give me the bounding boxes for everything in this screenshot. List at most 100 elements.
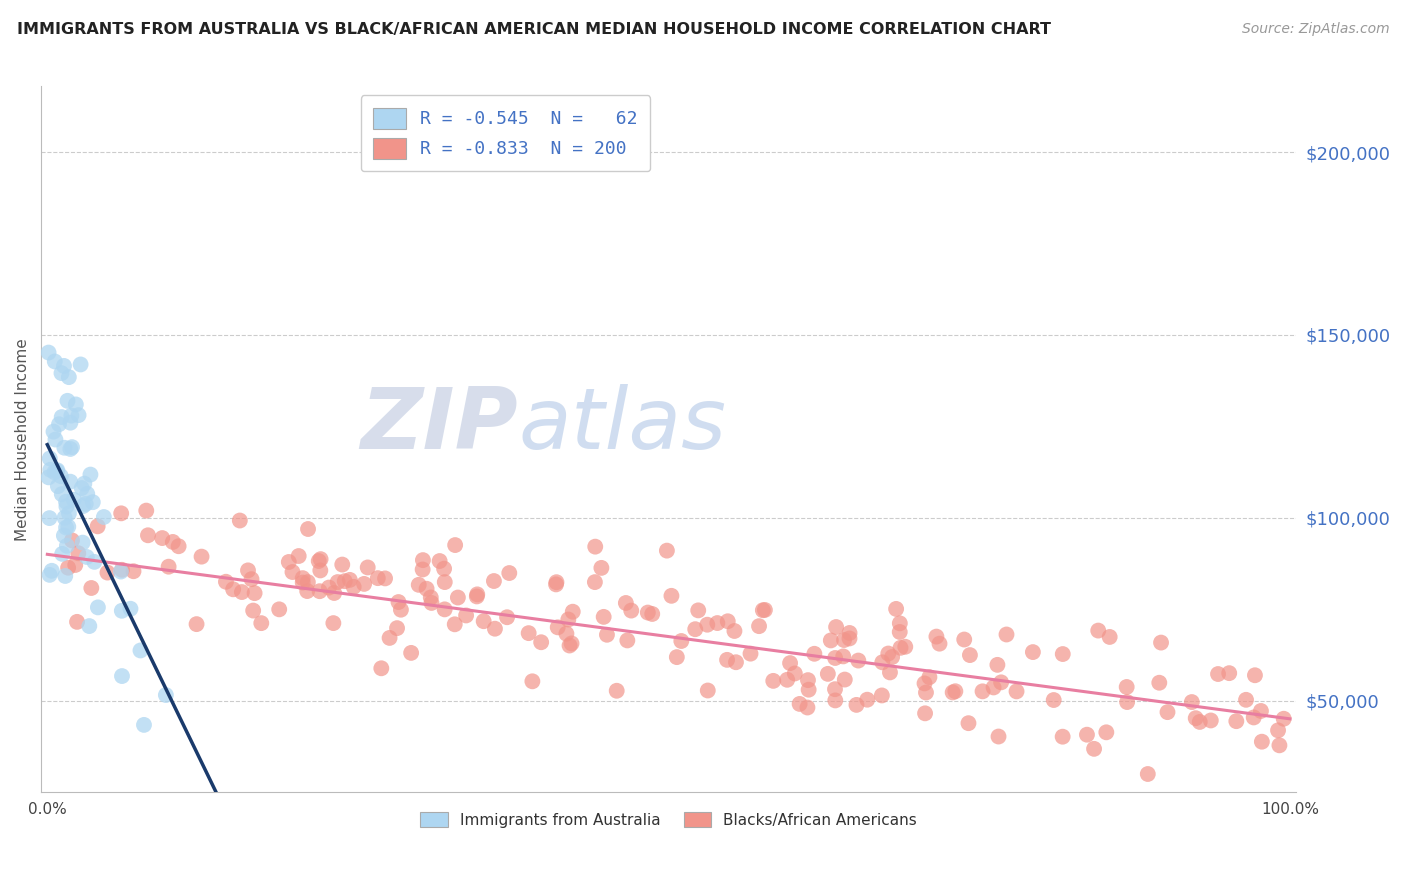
Point — [412, 553, 434, 567]
Point — [243, 586, 266, 600]
Point — [465, 590, 488, 604]
Point — [555, 626, 578, 640]
Point — [250, 616, 273, 631]
Point — [740, 647, 762, 661]
Point — [86, 519, 108, 533]
Point — [111, 563, 134, 577]
Point — [820, 633, 842, 648]
Point — [51, 487, 73, 501]
Point — [1022, 645, 1045, 659]
Point — [444, 538, 467, 552]
Point — [96, 566, 118, 580]
Point — [367, 571, 389, 585]
Point — [824, 651, 846, 665]
Point — [879, 665, 901, 680]
Point — [41, 564, 63, 578]
Point — [135, 503, 157, 517]
Point — [58, 370, 80, 384]
Point — [136, 528, 159, 542]
Point — [517, 626, 540, 640]
Point — [1206, 667, 1229, 681]
Point — [38, 451, 60, 466]
Point — [385, 621, 408, 635]
Point — [59, 442, 82, 456]
Point — [558, 639, 581, 653]
Point — [53, 510, 76, 524]
Point — [957, 716, 980, 731]
Point — [52, 528, 75, 542]
Point — [44, 465, 66, 479]
Point — [370, 661, 392, 675]
Point — [236, 563, 259, 577]
Point — [62, 492, 84, 507]
Point — [496, 610, 519, 624]
Point — [1098, 630, 1121, 644]
Point — [387, 595, 409, 609]
Point — [872, 655, 894, 669]
Point — [111, 669, 134, 683]
Point — [789, 697, 811, 711]
Point — [1181, 695, 1204, 709]
Point — [46, 479, 69, 493]
Point — [58, 507, 80, 521]
Point — [1052, 730, 1074, 744]
Point — [856, 692, 879, 706]
Point — [73, 476, 96, 491]
Point — [186, 617, 208, 632]
Point — [318, 581, 340, 595]
Point — [688, 603, 710, 617]
Point — [716, 653, 738, 667]
Point — [323, 586, 346, 600]
Point — [641, 607, 664, 621]
Point — [66, 615, 89, 629]
Point — [546, 575, 568, 590]
Point — [1136, 767, 1159, 781]
Point — [447, 591, 470, 605]
Point — [56, 560, 79, 574]
Point — [46, 464, 69, 478]
Point — [72, 535, 94, 549]
Y-axis label: Median Household Income: Median Household Income — [15, 338, 30, 541]
Point — [357, 560, 380, 574]
Point — [44, 354, 66, 368]
Text: IMMIGRANTS FROM AUSTRALIA VS BLACK/AFRICAN AMERICAN MEDIAN HOUSEHOLD INCOME CORR: IMMIGRANTS FROM AUSTRALIA VS BLACK/AFRIC… — [17, 22, 1050, 37]
Point — [229, 514, 252, 528]
Point — [399, 646, 422, 660]
Point — [162, 535, 184, 549]
Point — [561, 605, 583, 619]
Point — [1243, 710, 1265, 724]
Point — [1250, 704, 1272, 718]
Point — [472, 614, 495, 628]
Point — [132, 718, 155, 732]
Text: Source: ZipAtlas.com: Source: ZipAtlas.com — [1241, 22, 1389, 37]
Point — [942, 685, 965, 699]
Point — [583, 540, 606, 554]
Point — [39, 463, 62, 477]
Point — [592, 610, 614, 624]
Point — [59, 416, 82, 430]
Point — [1234, 693, 1257, 707]
Point — [614, 596, 637, 610]
Point — [343, 580, 366, 594]
Point — [1087, 624, 1109, 638]
Point — [796, 700, 818, 714]
Point — [277, 555, 299, 569]
Point — [51, 547, 73, 561]
Point — [55, 520, 77, 534]
Point — [110, 565, 132, 579]
Point — [70, 481, 93, 495]
Point — [498, 566, 520, 580]
Point — [42, 425, 65, 439]
Point — [297, 584, 319, 599]
Point — [706, 615, 728, 630]
Point — [832, 633, 855, 648]
Point — [38, 567, 60, 582]
Point — [333, 574, 356, 589]
Point — [150, 531, 173, 545]
Point — [46, 463, 69, 477]
Point — [415, 582, 437, 596]
Point — [1042, 693, 1064, 707]
Point — [557, 613, 579, 627]
Point — [583, 575, 606, 590]
Point — [167, 539, 190, 553]
